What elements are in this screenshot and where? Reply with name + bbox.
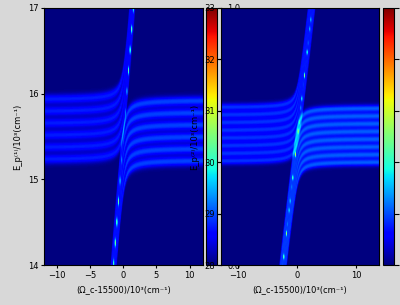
Y-axis label: E_p⁽¹⁾/10³(cm⁻¹): E_p⁽¹⁾/10³(cm⁻¹): [13, 103, 22, 170]
Y-axis label: E_p⁽²⁾/10³(cm⁻¹): E_p⁽²⁾/10³(cm⁻¹): [190, 103, 199, 170]
X-axis label: (Ω_c-15500)/10³(cm⁻¹): (Ω_c-15500)/10³(cm⁻¹): [253, 285, 348, 294]
X-axis label: (Ω_c-15500)/10³(cm⁻¹): (Ω_c-15500)/10³(cm⁻¹): [76, 285, 171, 294]
